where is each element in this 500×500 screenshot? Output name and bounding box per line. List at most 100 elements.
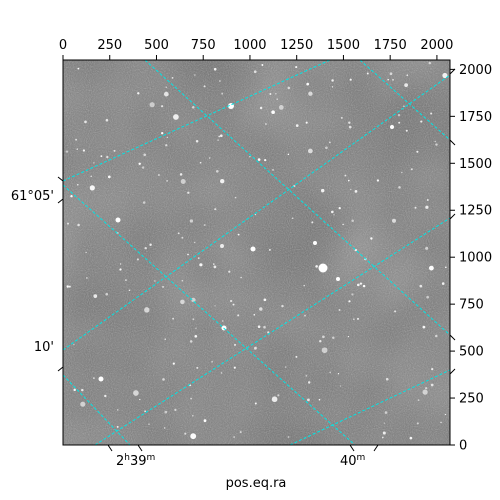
star: [276, 98, 278, 100]
star: [366, 72, 369, 75]
star: [404, 83, 408, 87]
star: [228, 270, 231, 273]
right-axis-tick-label: 1000: [459, 251, 492, 266]
star: [340, 385, 342, 387]
star: [417, 399, 420, 401]
top-axis-tick-label: 0: [59, 38, 67, 53]
star: [218, 135, 221, 138]
star: [192, 106, 195, 109]
star: [434, 140, 436, 143]
star: [338, 206, 341, 210]
star: [306, 82, 310, 86]
star: [85, 251, 87, 253]
star: [191, 297, 196, 303]
star: [142, 201, 146, 204]
star: [305, 121, 308, 124]
star: [184, 432, 187, 435]
star: [203, 85, 206, 88]
star: [383, 422, 386, 424]
star: [329, 141, 331, 144]
wcs-right-ticks: [449, 68, 456, 375]
star: [431, 367, 434, 371]
star: [381, 436, 384, 439]
star: [376, 179, 380, 182]
star: [426, 295, 429, 299]
star: [311, 221, 314, 224]
star: [234, 196, 237, 199]
right-axis-tick-label: 1750: [459, 110, 492, 125]
star: [222, 320, 224, 322]
star: [214, 208, 217, 211]
star: [143, 153, 147, 157]
star: [187, 191, 190, 194]
star: [213, 263, 215, 265]
top-axis-tick-label: 500: [144, 38, 169, 53]
star: [253, 313, 256, 316]
star: [133, 390, 139, 396]
dec-tick-label-1: 61°05': [11, 189, 54, 204]
star: [410, 168, 413, 171]
star: [351, 293, 354, 296]
star: [172, 362, 175, 365]
star: [348, 179, 350, 182]
star: [271, 396, 278, 403]
star-field: [65, 61, 448, 440]
star: [208, 157, 211, 159]
star: [119, 263, 122, 265]
star: [144, 307, 150, 313]
grid-line: [63, 74, 450, 351]
star: [304, 314, 306, 317]
star: [348, 121, 351, 124]
star: [213, 265, 217, 269]
star: [215, 169, 219, 173]
star: [416, 422, 419, 425]
top-axis-tick-label: 750: [191, 38, 216, 53]
star: [106, 155, 109, 159]
star: [154, 280, 156, 282]
star: [70, 194, 73, 198]
star: [233, 436, 235, 438]
star: [308, 91, 313, 96]
star: [271, 110, 275, 114]
star: [181, 236, 184, 239]
star: [389, 72, 393, 76]
star: [347, 335, 350, 338]
dec-axis: 61°05' 10': [11, 176, 64, 372]
star: [370, 237, 373, 240]
star: [425, 387, 428, 390]
star: [219, 134, 223, 138]
right-axis-tick-label: 500: [459, 345, 484, 360]
star: [435, 334, 438, 338]
grid-line: [63, 184, 356, 445]
star: [203, 419, 207, 423]
star: [428, 265, 434, 271]
star: [220, 372, 223, 374]
top-axis-tick-label: 2000: [420, 38, 453, 53]
star: [398, 121, 401, 124]
star: [333, 214, 335, 216]
star: [162, 285, 165, 288]
star: [315, 265, 318, 268]
top-axis-tick-label: 1000: [233, 38, 266, 53]
star: [342, 223, 344, 226]
star: [203, 224, 206, 226]
star: [394, 310, 397, 313]
star: [173, 114, 179, 120]
star: [75, 138, 78, 141]
star: [397, 113, 401, 117]
star: [382, 431, 386, 435]
star: [220, 244, 224, 248]
star: [164, 410, 168, 414]
star: [281, 304, 284, 308]
star: [232, 303, 235, 306]
star: [398, 186, 401, 189]
star: [267, 331, 270, 334]
star: [179, 173, 183, 176]
star: [196, 366, 199, 369]
star: [441, 282, 445, 285]
right-axis-tick-label: 1250: [459, 204, 492, 219]
star: [113, 149, 116, 152]
star: [392, 78, 394, 81]
star: [307, 398, 310, 402]
